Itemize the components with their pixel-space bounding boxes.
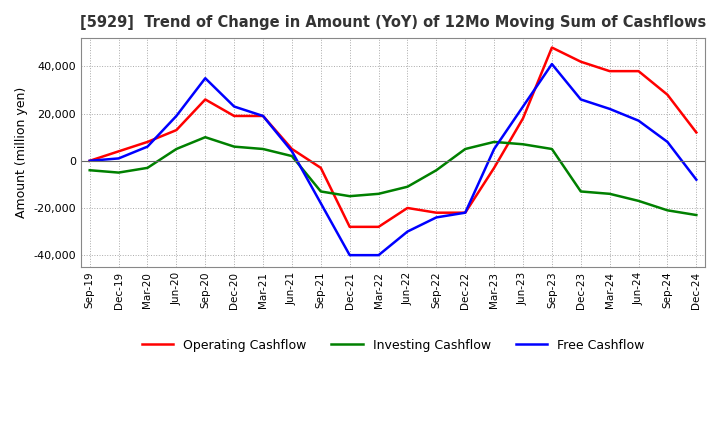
Free Cashflow [143,144,152,149]
Investing Cashflow [143,165,152,171]
Investing Cashflow [258,147,267,152]
Operating Cashflow [606,69,614,74]
Investing Cashflow [230,144,238,149]
Operating Cashflow [374,224,383,230]
Investing Cashflow [403,184,412,189]
Investing Cashflow [577,189,585,194]
Investing Cashflow [172,147,181,152]
Free Cashflow [606,106,614,111]
Operating Cashflow [461,210,469,215]
Operating Cashflow [403,205,412,211]
Free Cashflow [86,158,94,163]
Free Cashflow [692,177,701,182]
Free Cashflow [287,149,296,154]
Free Cashflow [346,253,354,258]
Investing Cashflow [374,191,383,196]
Operating Cashflow [172,128,181,133]
Operating Cashflow [663,92,672,97]
Operating Cashflow [548,45,557,50]
Investing Cashflow [634,198,643,204]
Free Cashflow [432,215,441,220]
Operating Cashflow [143,139,152,145]
Operating Cashflow [692,130,701,135]
Operating Cashflow [577,59,585,64]
Free Cashflow [374,253,383,258]
Investing Cashflow [201,135,210,140]
Free Cashflow [317,201,325,206]
Free Cashflow [403,229,412,234]
Investing Cashflow [490,139,498,145]
Investing Cashflow [346,194,354,199]
Investing Cashflow [287,154,296,159]
Investing Cashflow [606,191,614,196]
Investing Cashflow [663,208,672,213]
Free Cashflow [663,139,672,145]
Investing Cashflow [317,189,325,194]
Operating Cashflow [258,114,267,119]
Title: [5929]  Trend of Change in Amount (YoY) of 12Mo Moving Sum of Cashflows: [5929] Trend of Change in Amount (YoY) o… [80,15,706,30]
Free Cashflow [634,118,643,123]
Legend: Operating Cashflow, Investing Cashflow, Free Cashflow: Operating Cashflow, Investing Cashflow, … [137,334,649,357]
Free Cashflow [577,97,585,102]
Free Cashflow [490,147,498,152]
Free Cashflow [201,76,210,81]
Operating Cashflow [230,114,238,119]
Free Cashflow [548,62,557,67]
Operating Cashflow [634,69,643,74]
Operating Cashflow [490,165,498,171]
Operating Cashflow [201,97,210,102]
Free Cashflow [172,114,181,119]
Operating Cashflow [518,116,527,121]
Operating Cashflow [346,224,354,230]
Free Cashflow [258,114,267,119]
Investing Cashflow [548,147,557,152]
Investing Cashflow [461,147,469,152]
Free Cashflow [461,210,469,215]
Investing Cashflow [86,168,94,173]
Operating Cashflow [114,149,123,154]
Line: Investing Cashflow: Investing Cashflow [90,137,696,215]
Y-axis label: Amount (million yen): Amount (million yen) [15,87,28,218]
Investing Cashflow [518,142,527,147]
Free Cashflow [114,156,123,161]
Operating Cashflow [287,147,296,152]
Investing Cashflow [432,168,441,173]
Operating Cashflow [86,158,94,163]
Line: Operating Cashflow: Operating Cashflow [90,48,696,227]
Investing Cashflow [692,213,701,218]
Free Cashflow [230,104,238,109]
Free Cashflow [518,104,527,109]
Operating Cashflow [317,165,325,171]
Investing Cashflow [114,170,123,175]
Operating Cashflow [432,210,441,215]
Line: Free Cashflow: Free Cashflow [90,64,696,255]
